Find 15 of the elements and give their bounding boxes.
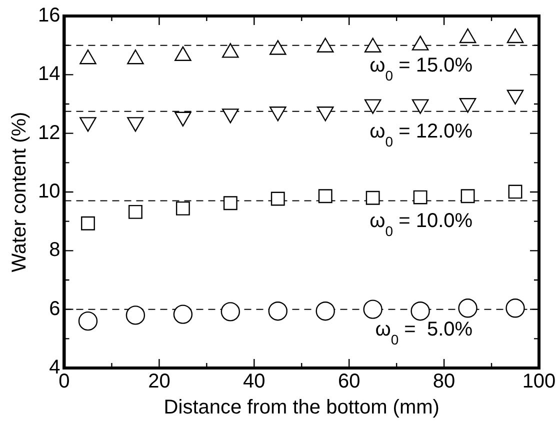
y-tick-label: 16 [38, 4, 60, 27]
x-tick-label: 60 [338, 370, 360, 393]
x-tick-label: 100 [522, 370, 556, 393]
x-tick-label: 20 [148, 370, 170, 393]
y-tick-label: 14 [38, 63, 60, 86]
y-tick-label: 4 [49, 356, 60, 379]
y-tick-label: 10 [38, 180, 60, 203]
y-tick-label: 12 [38, 122, 60, 144]
y-tick-label: 6 [49, 298, 60, 320]
x-tick-label: 0 [58, 370, 70, 393]
x-tick-label: 80 [432, 370, 456, 393]
x-tick-label: 40 [243, 370, 266, 393]
y-axis-title: Water content (%) [8, 112, 31, 272]
x-axis-title: Distance from the bottom (mm) [164, 396, 440, 419]
y-tick-label: 8 [49, 239, 60, 262]
